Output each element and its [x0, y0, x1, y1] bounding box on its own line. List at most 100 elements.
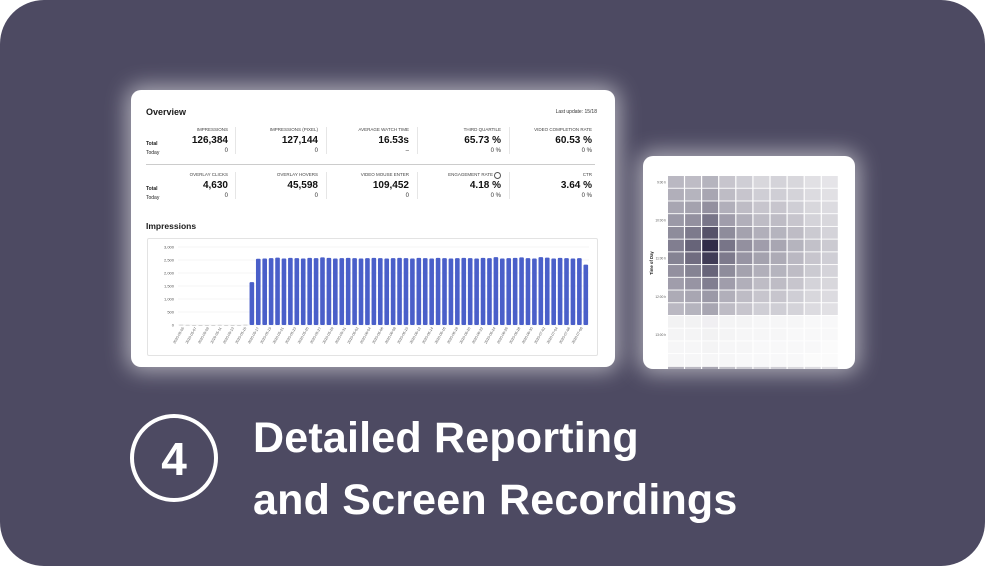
impressions-bar[interactable] [429, 258, 434, 325]
heatmap-cell[interactable] [804, 214, 821, 226]
heatmap-cell[interactable] [668, 315, 684, 328]
impressions-bar[interactable] [499, 258, 505, 325]
impressions-bar[interactable] [532, 258, 537, 325]
heatmap-cell[interactable] [804, 303, 821, 315]
heatmap-cell[interactable] [787, 290, 804, 303]
impressions-bar[interactable] [223, 325, 229, 326]
heatmap-cell[interactable] [668, 366, 684, 379]
heatmap-cell[interactable] [719, 277, 736, 290]
heatmap-cell[interactable] [804, 265, 821, 277]
impressions-bar[interactable] [268, 258, 274, 325]
heatmap-cell[interactable] [668, 188, 684, 201]
impressions-bar[interactable] [525, 258, 531, 325]
impressions-bar[interactable] [262, 258, 267, 325]
heatmap-cell[interactable] [770, 328, 787, 341]
heatmap-cell[interactable] [685, 341, 701, 354]
heatmap-cell[interactable] [821, 176, 838, 188]
heatmap-cell[interactable] [753, 315, 770, 328]
heatmap-cell[interactable] [770, 214, 787, 226]
impressions-bar[interactable] [410, 258, 415, 325]
heatmap-cell[interactable] [719, 328, 736, 341]
heatmap-cell[interactable] [668, 328, 684, 341]
heatmap-cell[interactable] [736, 354, 753, 366]
impressions-bar[interactable] [339, 258, 345, 325]
heatmap-cell[interactable] [787, 252, 804, 265]
heatmap-cell[interactable] [685, 201, 701, 214]
heatmap-cell[interactable] [804, 354, 821, 366]
impressions-bar[interactable] [448, 258, 454, 325]
heatmap-cell[interactable] [702, 265, 719, 277]
info-circle-icon[interactable] [494, 172, 501, 179]
impressions-bar[interactable] [467, 258, 473, 325]
impressions-bar[interactable] [435, 257, 441, 325]
heatmap-cell[interactable] [787, 176, 804, 188]
impressions-bar[interactable] [403, 258, 409, 325]
impressions-bar[interactable] [564, 258, 569, 325]
heatmap-cell[interactable] [685, 315, 701, 328]
impressions-bar[interactable] [557, 257, 563, 325]
heatmap-cell[interactable] [821, 328, 838, 341]
impressions-bar[interactable] [320, 257, 325, 325]
impressions-bar[interactable] [333, 258, 338, 325]
heatmap-cell[interactable] [685, 176, 701, 188]
impressions-bar[interactable] [487, 258, 492, 325]
impressions-bar[interactable] [243, 324, 248, 326]
impressions-bar[interactable] [198, 325, 203, 326]
heatmap-cell[interactable] [804, 201, 821, 214]
impressions-bar[interactable] [365, 258, 370, 325]
heatmap-cell[interactable] [821, 366, 838, 379]
heatmap-cell[interactable] [787, 201, 804, 214]
heatmap-cell[interactable] [702, 328, 719, 341]
impressions-bar[interactable] [249, 282, 255, 325]
heatmap-cell[interactable] [719, 176, 736, 188]
heatmap-cell[interactable] [787, 315, 804, 328]
heatmap-cell[interactable] [719, 341, 736, 354]
impressions-bar[interactable] [570, 258, 576, 325]
heatmap-cell[interactable] [736, 214, 753, 226]
heatmap-cell[interactable] [668, 201, 684, 214]
heatmap-cell[interactable] [770, 290, 787, 303]
impressions-bar[interactable] [191, 325, 197, 326]
impressions-bar[interactable] [255, 258, 261, 325]
impressions-bar[interactable] [300, 258, 306, 325]
impressions-bar[interactable] [294, 258, 300, 325]
heatmap-cell[interactable] [719, 226, 736, 239]
heatmap-cell[interactable] [702, 341, 719, 354]
heatmap-cell[interactable] [804, 239, 821, 252]
heatmap-cell[interactable] [685, 265, 701, 277]
heatmap-cell[interactable] [736, 303, 753, 315]
impressions-bar[interactable] [352, 258, 357, 325]
heatmap-cell[interactable] [736, 265, 753, 277]
impressions-bar[interactable] [422, 258, 428, 325]
heatmap-cell[interactable] [685, 252, 701, 265]
heatmap-cell[interactable] [702, 214, 719, 226]
impressions-bar[interactable] [288, 257, 293, 325]
heatmap-cell[interactable] [753, 226, 770, 239]
impressions-bar[interactable] [506, 258, 512, 325]
heatmap-cell[interactable] [787, 277, 804, 290]
heatmap-cell[interactable] [821, 354, 838, 366]
heatmap-cell[interactable] [702, 176, 719, 188]
heatmap-cell[interactable] [736, 176, 753, 188]
heatmap-cell[interactable] [787, 188, 804, 201]
heatmap-cell[interactable] [685, 239, 701, 252]
heatmap-cell[interactable] [668, 265, 684, 277]
heatmap-cell[interactable] [787, 328, 804, 341]
impressions-bar[interactable] [583, 264, 589, 325]
impressions-bar[interactable] [455, 258, 460, 325]
heatmap-cell[interactable] [736, 277, 753, 290]
heatmap-cell[interactable] [787, 341, 804, 354]
heatmap-cell[interactable] [719, 265, 736, 277]
heatmap-cell[interactable] [685, 303, 701, 315]
heatmap-cell[interactable] [685, 290, 701, 303]
impressions-bar[interactable] [390, 258, 396, 325]
heatmap-cell[interactable] [804, 176, 821, 188]
heatmap-cell[interactable] [753, 265, 770, 277]
impressions-bar[interactable] [217, 324, 223, 326]
heatmap-cell[interactable] [821, 252, 838, 265]
heatmap-cell[interactable] [753, 303, 770, 315]
impressions-bar[interactable] [185, 324, 190, 326]
heatmap-cell[interactable] [685, 328, 701, 341]
impressions-bar[interactable] [236, 325, 242, 326]
heatmap-cell[interactable] [736, 226, 753, 239]
